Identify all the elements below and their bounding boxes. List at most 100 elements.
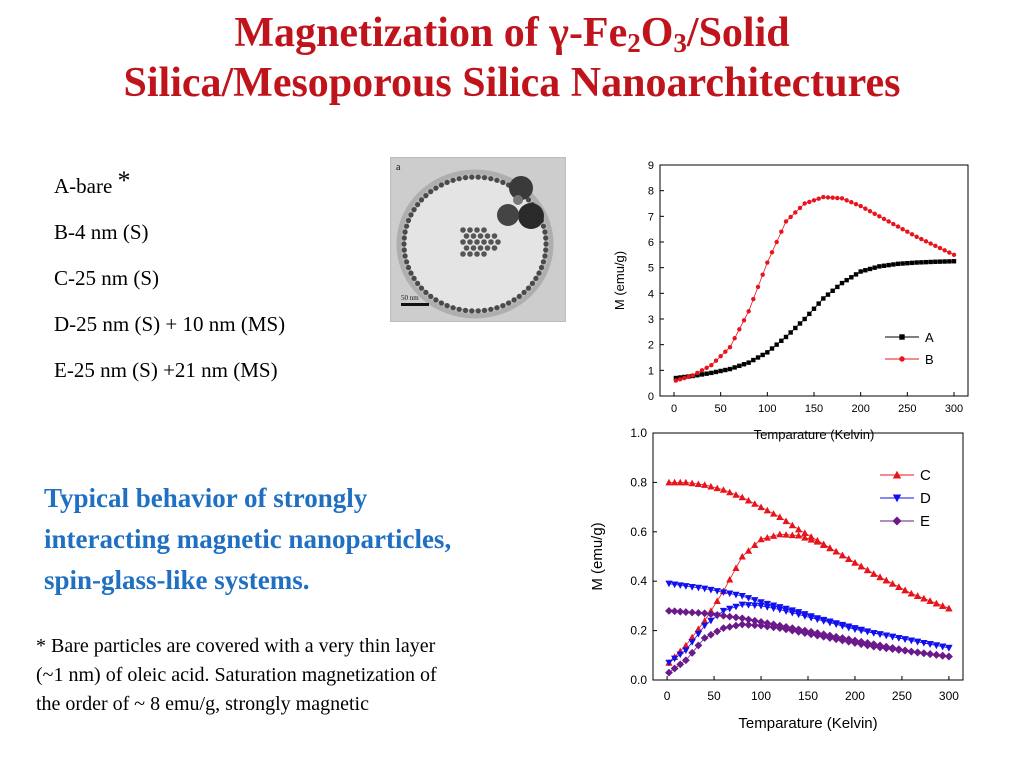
data-point [760,352,765,358]
data-point [844,277,849,283]
data-point [788,214,793,220]
data-point [945,604,953,612]
y-tick-label: 4 [648,288,654,300]
data-point [807,627,816,636]
tem-shell-particle [536,270,542,276]
series-line [675,196,955,381]
data-point [779,338,784,344]
data-point [907,589,915,597]
tem-shell-particle [462,307,469,313]
data-point [820,540,828,548]
data-point [707,617,715,625]
data-point [825,292,831,297]
data-point [942,248,947,253]
legend-swatch-marker [899,356,905,362]
data-point [821,296,826,301]
data-point [783,334,789,340]
tem-shell-particle [488,176,494,182]
data-point [813,536,821,544]
data-point [919,260,924,265]
series-branch [665,478,953,612]
data-point [782,531,790,538]
highlight-line-2: interacting magnetic nanoparticles, [44,524,452,554]
data-point [751,500,759,507]
data-point [951,252,957,258]
data-point [795,525,803,533]
data-point [688,479,696,487]
data-point [695,373,700,378]
data-point [676,478,684,486]
data-point [802,201,807,206]
x-tick-label: 150 [798,689,818,703]
data-point [800,626,809,635]
data-point [882,642,891,651]
title-part-1: Magnetization of γ-Fe [234,10,628,56]
data-point [826,618,834,626]
legend-label: D [920,490,931,507]
data-point [744,620,753,629]
data-point [877,214,882,219]
data-point [676,607,685,616]
data-point [751,357,756,363]
y-tick-label: 3 [648,314,654,326]
data-point [926,641,934,648]
data-point [807,199,812,205]
data-point [825,195,831,200]
data-point [744,602,753,609]
tem-shell-particle [411,275,417,281]
x-tick-label: 300 [939,689,959,703]
data-point [741,318,747,323]
data-point [795,609,803,616]
data-point [769,620,778,629]
data-point [750,621,759,630]
data-point [769,602,778,610]
data-point [719,486,728,493]
data-point [933,243,938,249]
y-axis-label: M (emu/g) [589,522,606,590]
data-point [851,625,859,632]
data-point [699,372,705,377]
data-point [858,203,863,209]
data-point [738,620,747,629]
x-tick-label: 50 [707,689,721,703]
data-point [726,575,734,583]
title-line-1: Magnetization of γ-Fe2O3/Solid [0,8,1024,58]
footnote-line-3: the order of ~ 8 emu/g, strongly magneti… [36,693,369,715]
tem-shell-particle [469,174,475,180]
series-line [668,533,950,663]
data-point [867,209,873,214]
tem-core-particle [477,233,484,239]
legend-swatch-marker [899,334,905,340]
data-point [939,643,947,651]
data-point [723,349,728,354]
tem-core-particle [495,239,501,245]
x-tick-label: 200 [851,403,869,415]
data-point [776,604,784,611]
data-point [707,482,715,490]
data-point [807,533,815,540]
data-point [751,602,759,610]
tem-shell-particle [415,280,421,286]
data-point [763,506,771,514]
tem-shell-particle [462,175,469,181]
sample-c: C-25 nm (S) [54,266,159,290]
tem-shell-particle [456,306,462,312]
data-point [876,573,884,581]
tem-shell-particle [411,207,417,213]
tem-core-particle [460,239,466,245]
data-point [838,551,847,559]
data-point [732,613,740,622]
sample-d: D-25 nm (S) + 10 nm (MS) [54,312,286,336]
data-point [788,531,796,539]
data-point [901,646,909,655]
data-point [919,649,928,658]
data-point [757,599,765,606]
tem-shell-particle [404,223,410,229]
tem-shell-particle [405,264,412,271]
data-point [907,637,915,645]
data-point [820,616,828,624]
data-point [694,608,703,617]
series-branch [665,580,953,652]
data-point [830,288,835,293]
tem-shell-particle [475,308,481,314]
